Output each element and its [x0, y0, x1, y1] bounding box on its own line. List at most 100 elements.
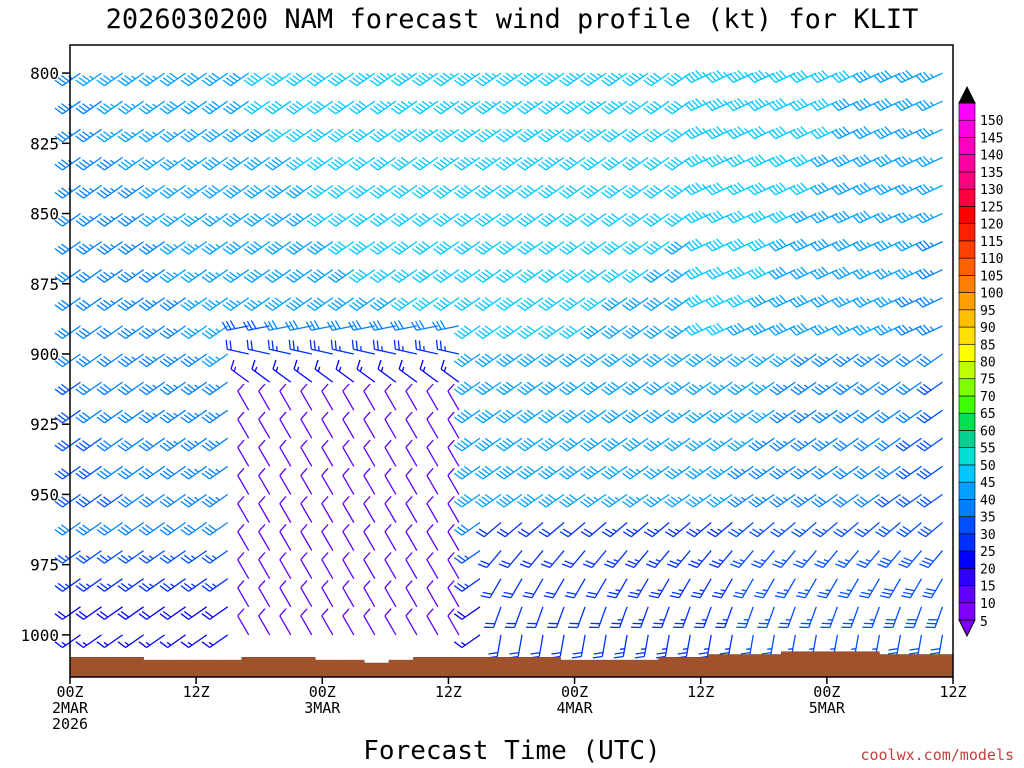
wind-barb — [873, 154, 901, 168]
wind-barb — [538, 184, 565, 199]
wind-barb — [873, 69, 901, 83]
wind-barb — [306, 100, 334, 115]
wind-barb — [791, 522, 817, 538]
wind-barb — [601, 437, 628, 452]
wind-barb — [664, 241, 691, 255]
wind-barb — [321, 523, 334, 551]
wind-barb — [117, 634, 144, 649]
wind-barb — [559, 381, 586, 396]
wind-barb — [117, 72, 144, 87]
wind-barb — [580, 184, 607, 199]
wind-barb — [432, 297, 460, 311]
wind-barb — [237, 411, 250, 439]
wind-barbs — [54, 69, 944, 659]
wind-barb — [300, 552, 313, 580]
wind-barb — [853, 465, 880, 480]
wind-barb — [726, 266, 754, 280]
wind-barb — [75, 128, 102, 143]
wind-barb — [559, 212, 586, 227]
wind-barb — [138, 325, 165, 340]
wind-barb — [622, 156, 649, 171]
wind-barb — [138, 634, 165, 649]
wind-barb — [321, 608, 334, 636]
wind-barb — [474, 241, 502, 255]
wind-barb — [634, 634, 649, 659]
wind-barb — [706, 493, 733, 508]
wind-barb — [601, 522, 628, 538]
wind-barb — [447, 523, 460, 551]
wind-barb — [580, 297, 607, 311]
wind-barb — [726, 154, 754, 168]
wind-barb — [831, 126, 859, 140]
wind-barb — [915, 324, 943, 336]
wind-barb — [237, 467, 250, 495]
wind-barb — [237, 383, 250, 411]
wind-barb — [300, 411, 313, 439]
wind-barb — [201, 465, 229, 480]
wind-barb — [453, 437, 481, 452]
wind-barb — [426, 411, 439, 439]
wind-barb — [684, 294, 712, 308]
colorbar-bin — [958, 119, 976, 138]
wind-barb — [201, 578, 229, 592]
wind-barb — [706, 522, 733, 538]
wind-barb — [75, 606, 102, 620]
colorbar-bin — [958, 223, 976, 242]
wind-barb — [736, 606, 754, 629]
wind-barb — [690, 578, 712, 599]
colorbar-label: 85 — [980, 338, 996, 353]
wind-barb — [363, 495, 376, 523]
wind-barb — [138, 521, 165, 536]
wind-barb — [582, 550, 607, 569]
wind-barb — [853, 381, 880, 396]
wind-barb — [873, 98, 901, 112]
wind-barb — [222, 269, 250, 283]
wind-barb — [673, 606, 691, 629]
wind-barb — [496, 297, 523, 311]
wind-barb — [159, 521, 186, 536]
wind-barb — [138, 72, 165, 87]
wind-barb — [426, 580, 439, 608]
wind-barb — [432, 212, 460, 227]
wind-barb — [540, 550, 565, 569]
colorbar-bin — [958, 257, 976, 276]
wind-barb — [96, 409, 123, 424]
wind-barb — [601, 241, 628, 255]
wind-barb — [747, 69, 775, 83]
wind-barb — [664, 184, 691, 199]
wind-barb — [538, 522, 565, 538]
wind-barb — [138, 241, 165, 255]
wind-barb — [601, 100, 628, 115]
wind-barb — [348, 269, 376, 283]
wind-barb — [117, 353, 144, 368]
wind-barb — [559, 522, 586, 538]
colorbar-bin — [958, 326, 976, 345]
wind-barb — [631, 606, 649, 629]
wind-barb — [474, 437, 502, 452]
colorbar-label: 100 — [980, 287, 1003, 302]
wind-barb — [904, 606, 923, 629]
wind-barb — [529, 634, 544, 659]
wind-barb — [363, 383, 376, 411]
wind-barb — [768, 210, 796, 224]
wind-barb — [812, 522, 838, 538]
wind-barb — [474, 465, 502, 480]
wind-barb — [279, 495, 292, 523]
wind-barb — [790, 437, 817, 452]
wind-barb — [453, 521, 481, 536]
wind-barb — [873, 184, 901, 196]
wind-barb — [159, 578, 186, 592]
wind-barb — [363, 608, 376, 636]
wind-barb — [321, 439, 334, 467]
wind-barb — [705, 98, 733, 112]
wind-barb — [54, 634, 81, 649]
wind-barb — [664, 325, 691, 340]
wind-barb — [369, 100, 397, 115]
wind-barb — [75, 465, 102, 480]
wind-barb — [915, 127, 943, 140]
wind-barb — [831, 238, 859, 252]
wind-barb — [916, 409, 943, 424]
wind-barb — [898, 550, 922, 569]
wind-barb — [96, 297, 123, 311]
wind-barb — [601, 297, 628, 311]
